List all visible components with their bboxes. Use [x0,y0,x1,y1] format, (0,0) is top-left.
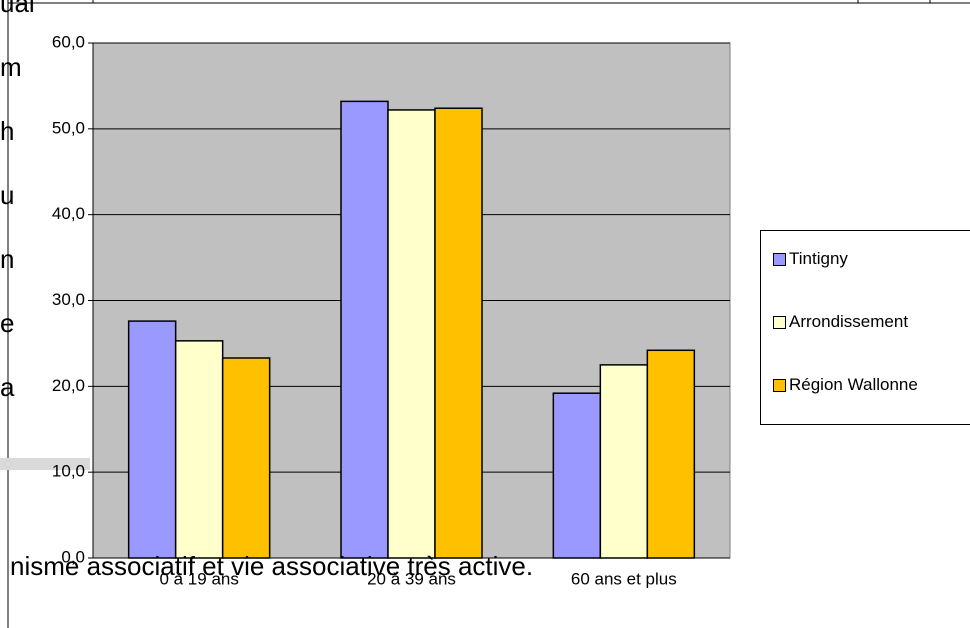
y-tick-label: 0,0 [61,547,85,566]
bar [221,357,271,559]
y-tick-label: 20,0 [52,376,85,395]
legend-label: Arrondissement [789,312,909,331]
doc-fragment: m [0,52,22,82]
doc-fragment: h [0,116,15,146]
legend-label: Région Wallonne [789,375,918,394]
y-tick-label: 10,0 [52,462,85,481]
legend-item: Région Wallonne [773,375,918,395]
doc-fragment: n [0,244,15,274]
doc-fragment: a [0,372,15,402]
bar [646,349,696,559]
bar [387,109,436,559]
legend-swatch [773,253,786,266]
x-tick-label: 60 ans et plus [571,569,677,588]
doc-text: nisme associatif et vie associative très… [10,551,534,581]
bar [599,364,649,559]
doc-fragment: e [0,308,15,338]
legend: Tintigny Arrondissement Région Wallonne [760,230,970,425]
legend-label: Tintigny [789,249,848,268]
legend-item: Tintigny [773,249,848,269]
x-tick-label: 0 à 19 ans [159,569,238,588]
doc-shade [0,458,90,470]
legend-item: Arrondissement [773,312,908,332]
bar [127,320,177,559]
y-tick-label: 40,0 [52,204,85,223]
x-tick-label: 20 à 39 ans [367,569,456,588]
y-tick-label: 50,0 [52,118,85,137]
legend-swatch [773,379,786,392]
doc-fragment: u [0,180,15,210]
y-tick-label: 30,0 [52,290,85,309]
bar [434,107,483,559]
doc-fragment: ual [0,0,35,18]
legend-swatch [773,316,786,329]
y-tick-label: 60,0 [52,32,85,51]
bar [340,100,389,559]
bar [552,392,602,559]
bar [174,340,224,559]
